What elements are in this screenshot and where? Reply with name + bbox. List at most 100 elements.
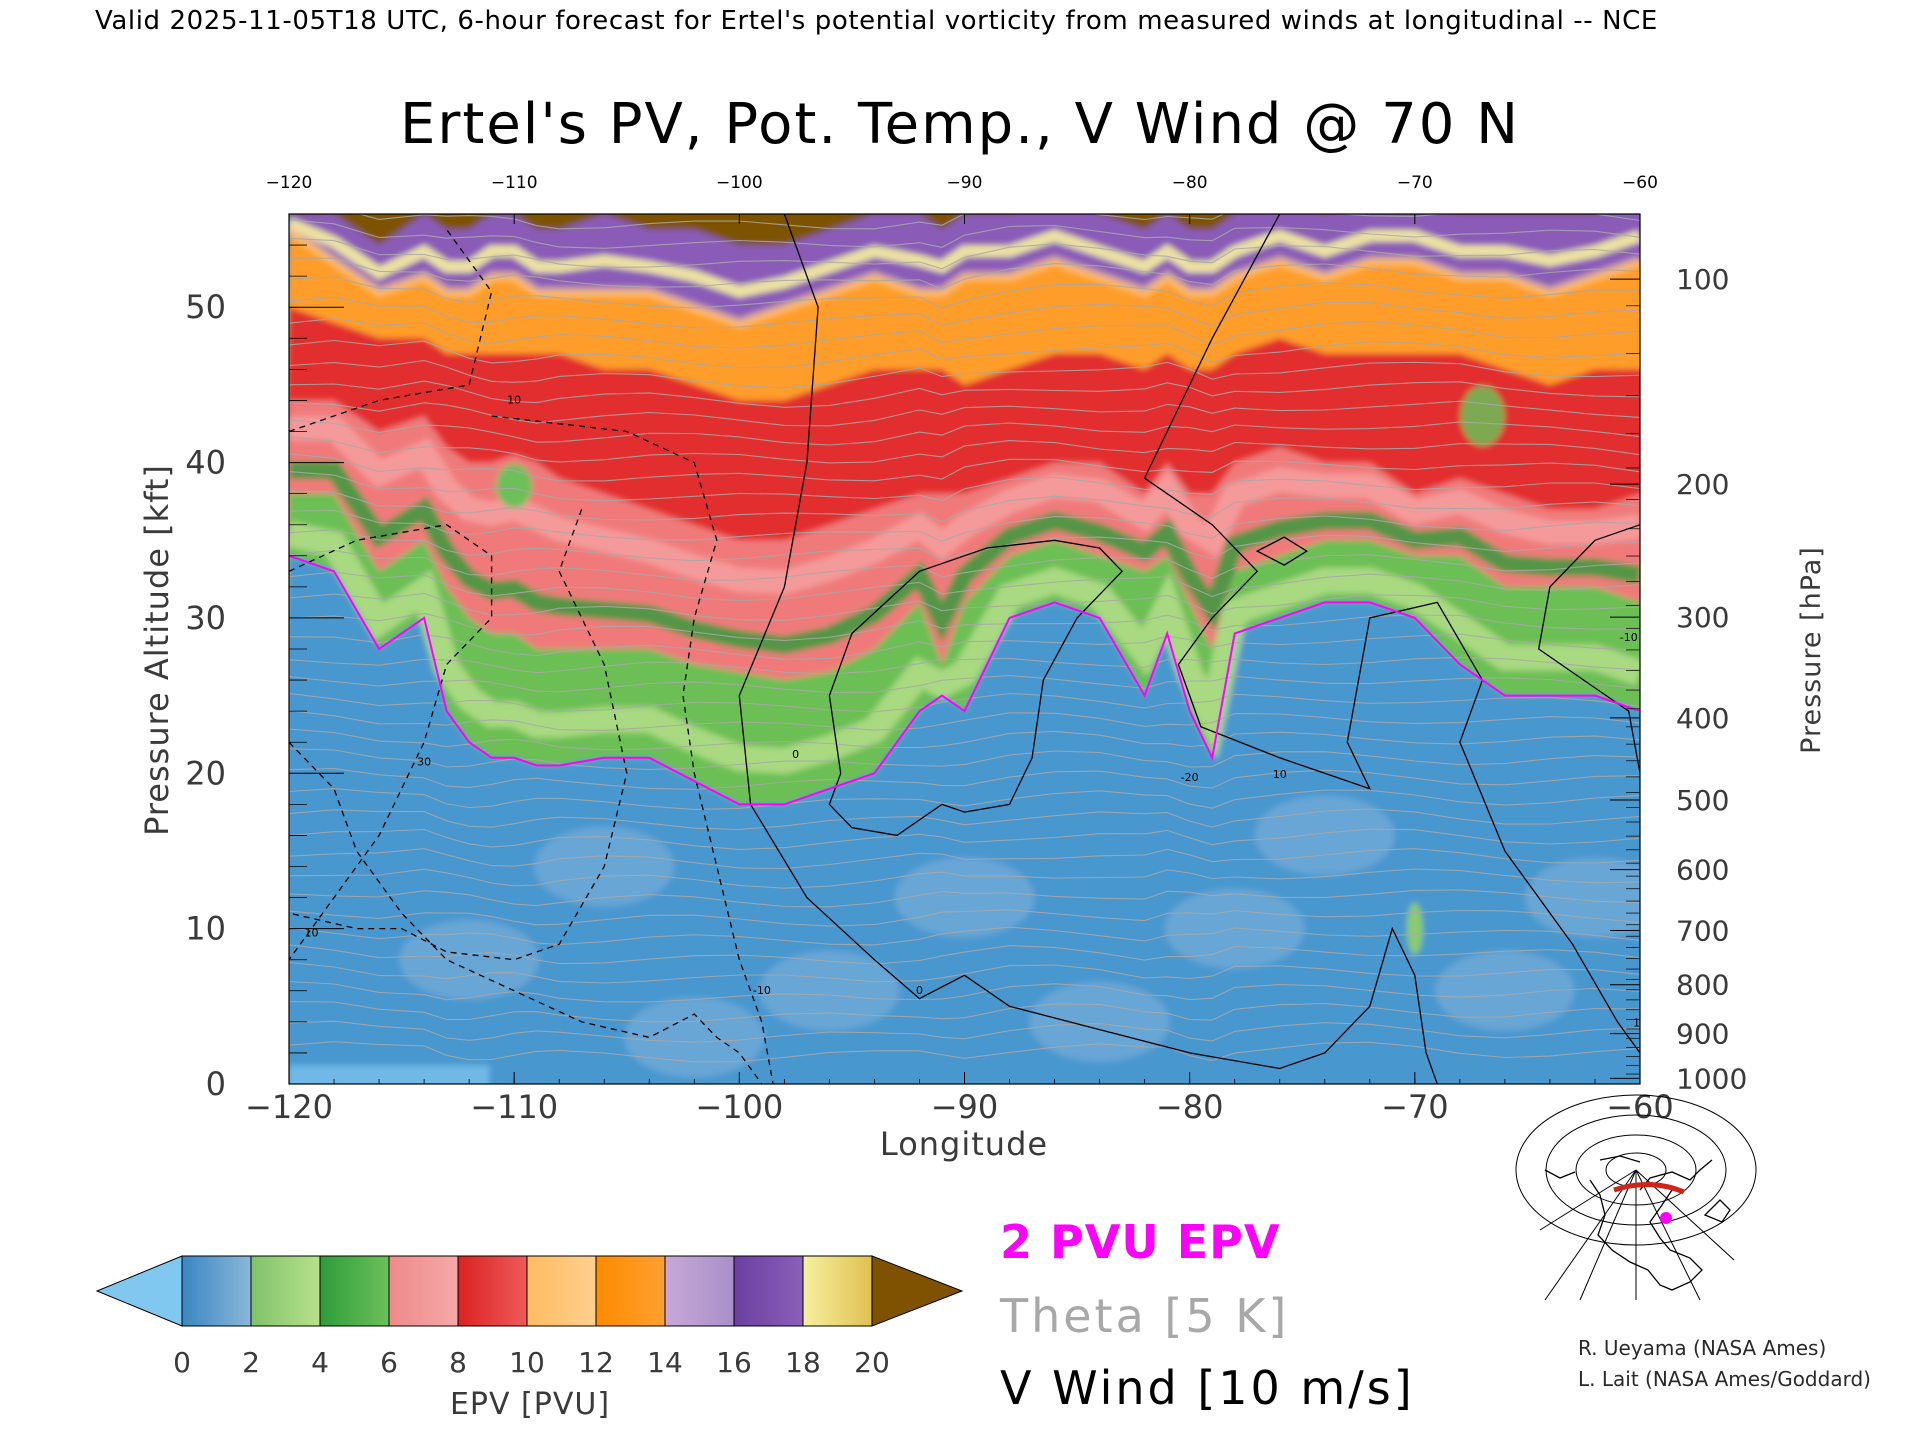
y-left-tick-label: 20 — [185, 754, 226, 792]
colorbar-tick-label: 18 — [785, 1346, 821, 1379]
credit-line-1: R. Ueyama (NASA Ames) — [1578, 1336, 1826, 1360]
colorbar: 0 2 4 6 8 10 12 14 16 18 20 — [95, 1255, 964, 1379]
theta-line-36 — [289, 339, 1640, 369]
colorbar-min-arrow — [95, 1255, 183, 1327]
colorbar-segment — [388, 1255, 459, 1327]
wind-contour-label-6: -20 — [1181, 771, 1199, 784]
x-top-tick-label: −90 — [947, 173, 983, 193]
colorbar-segment — [733, 1255, 804, 1327]
theta-line-26 — [289, 529, 1640, 562]
x-tick-label: −120 — [245, 1088, 333, 1126]
wind-contour-label-4: 0 — [916, 984, 923, 997]
theta-line-33 — [289, 400, 1640, 427]
colorbar-segment — [181, 1255, 252, 1327]
blue-patch-4 — [1029, 981, 1170, 1062]
colorbar-segment — [526, 1255, 597, 1327]
credit-line-2: L. Lait (NASA Ames/Goddard) — [1578, 1367, 1871, 1391]
epv-bands — [289, 214, 1640, 1084]
x-tick-label: −100 — [695, 1088, 783, 1126]
colorbar-tick-label: 14 — [647, 1346, 683, 1379]
wind-contour-label-7: -10 — [1620, 631, 1638, 644]
theta-line-17 — [289, 710, 1640, 731]
y-axis-left: 0 10 20 30 40 50 — [185, 244, 344, 1103]
theta-line-29 — [289, 471, 1640, 502]
theta-line-19 — [289, 674, 1640, 693]
theta-line-20 — [289, 656, 1640, 675]
wind-contour-label-0: 10 — [507, 394, 521, 407]
theta-line-6 — [289, 926, 1640, 946]
theta-line-42 — [289, 219, 1640, 249]
colorbar-segment — [664, 1255, 735, 1327]
wind-contour-label-2: 10 — [305, 926, 319, 939]
blue-patch-3 — [894, 857, 1035, 938]
wind-contour-2 — [1143, 214, 1640, 1054]
theta-line-0 — [289, 1041, 1640, 1063]
green-blob-right — [1460, 385, 1505, 446]
theta-line-41 — [289, 237, 1640, 270]
theta-line-9 — [289, 868, 1640, 889]
green-blob-left — [496, 463, 533, 508]
y-right-tick-label: 400 — [1676, 702, 1729, 735]
green-sliver — [1406, 902, 1423, 955]
theta-line-3 — [289, 980, 1640, 1003]
theta-contours — [289, 214, 1640, 1063]
theta-line-22 — [289, 612, 1640, 642]
theta-line-31 — [289, 436, 1640, 464]
band-light-green — [289, 521, 1640, 775]
colorbar-tick-label: 6 — [380, 1346, 398, 1379]
colorbar-tick-label: 12 — [578, 1346, 614, 1379]
location-map-inset — [1515, 1094, 1757, 1302]
x-top-tick-label: −70 — [1397, 173, 1433, 193]
wind-contour-4 — [491, 415, 774, 1084]
theta-line-16 — [289, 728, 1640, 751]
colorbar-max-arrow — [871, 1255, 964, 1327]
wind-contour-6 — [289, 508, 628, 961]
x-tick-label: −70 — [1381, 1088, 1449, 1126]
wind-contour-8 — [289, 229, 493, 433]
legend-pv-line: 2 PVU EPV — [1000, 1215, 1280, 1269]
v-wind-contours: 10 30 10 0 0 -10 -20 -10 10 10 — [289, 214, 1640, 1084]
colorbar-tick-label: 8 — [449, 1346, 467, 1379]
y-right-tick-label: 700 — [1676, 915, 1729, 948]
y-left-tick-label: 50 — [185, 288, 226, 326]
y-left-tick-label: 10 — [185, 910, 226, 948]
x-tick-label: −90 — [931, 1088, 999, 1126]
blue-patch-8 — [1524, 857, 1640, 938]
y-axis-label-right: Pressure [hPa] — [1796, 546, 1827, 754]
legend-vwind: V Wind [10 m/s] — [1000, 1361, 1415, 1415]
theta-line-18 — [289, 692, 1640, 713]
theta-line-28 — [289, 490, 1640, 523]
theta-line-4 — [289, 961, 1640, 984]
legend-theta: Theta [5 K] — [999, 1289, 1289, 1343]
theta-line-8 — [289, 889, 1640, 908]
x-axis-bottom: −120 −110 −100 −90 −80 −70 −60 — [245, 1072, 1674, 1126]
colorbar-label: EPV [PVU] — [450, 1387, 610, 1422]
blue-patch-5 — [1164, 888, 1305, 969]
valid-header: Valid 2025-11-05T18 UTC, 6-hour forecast… — [95, 6, 1658, 36]
theta-line-27 — [289, 509, 1640, 542]
pv2-contour — [289, 554, 1640, 806]
blue-patch-7 — [1434, 950, 1575, 1031]
x-tick-label: −60 — [1606, 1088, 1674, 1126]
theta-line-25 — [289, 549, 1640, 581]
wind-contour-label-3: 0 — [792, 748, 799, 761]
wind-contour-label-1: 30 — [417, 756, 431, 769]
location-marker — [1660, 1212, 1672, 1224]
theta-line-37 — [289, 317, 1640, 349]
wind-contour-label-9: 10 — [1273, 768, 1287, 781]
theta-line-10 — [289, 848, 1640, 870]
x-top-tick-label: −100 — [716, 173, 763, 193]
colorbar-segment — [595, 1255, 666, 1327]
theta-line-24 — [289, 571, 1640, 602]
y-axis-right: 100 200 300 400 500 600 700 800 900 1000 — [1610, 263, 1747, 1095]
chart-title: Ertel's PV, Pot. Temp., V Wind @ 70 N — [400, 92, 1520, 157]
colorbar-tick-label: 20 — [854, 1346, 890, 1379]
theta-line-11 — [289, 828, 1640, 850]
y-right-tick-label: 800 — [1676, 969, 1729, 1002]
y-axis-label-left: Pressure Altitude [kft] — [138, 464, 176, 836]
x-tick-label: −110 — [470, 1088, 558, 1126]
blue-patch-6 — [1254, 795, 1395, 876]
theta-line-38 — [289, 296, 1640, 329]
theta-line-14 — [289, 768, 1640, 790]
theta-line-15 — [289, 748, 1640, 770]
